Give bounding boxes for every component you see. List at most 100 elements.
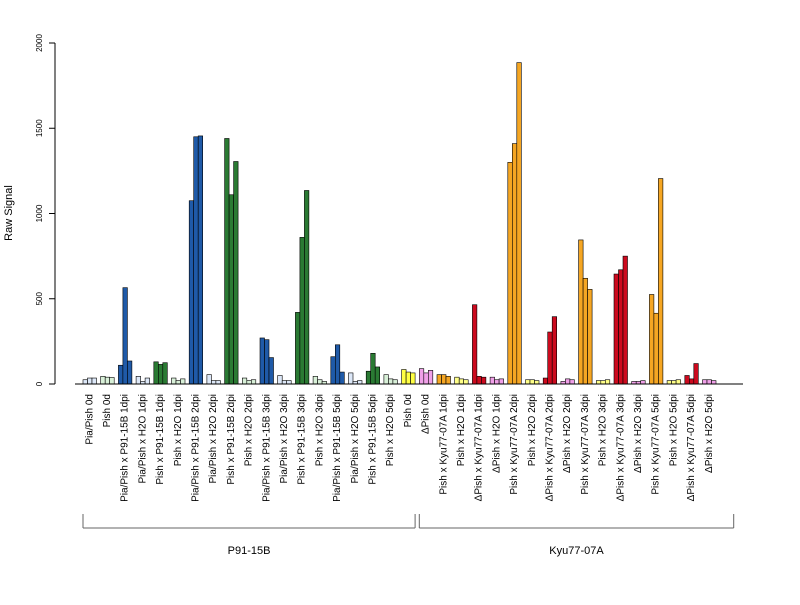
x-tick-label: Pish x H2O 3dpi bbox=[598, 394, 609, 466]
x-tick-label: Pish x P91-15B 3dpi bbox=[297, 394, 308, 485]
bar bbox=[702, 379, 708, 385]
bar bbox=[109, 377, 115, 385]
x-tick-label: Pish x H2O 1dpi bbox=[173, 394, 184, 466]
x-tick-label: ΔPish x Kyu77-07A 5dpi bbox=[686, 394, 697, 501]
bar bbox=[565, 378, 571, 385]
bar bbox=[118, 364, 124, 385]
bar bbox=[472, 304, 478, 385]
bar bbox=[392, 379, 398, 385]
bar bbox=[374, 366, 381, 385]
bar bbox=[511, 143, 518, 385]
x-tick-label: Pish 0d bbox=[403, 394, 414, 427]
x-tick-label: ΔPish x Kyu77-07A 3dpi bbox=[615, 394, 626, 501]
bar bbox=[162, 362, 168, 385]
bar bbox=[587, 289, 593, 385]
x-tick-label: Pia/Pish x P91-15B 5dpi bbox=[332, 394, 343, 502]
bar bbox=[193, 136, 199, 385]
bar bbox=[516, 62, 522, 385]
bar bbox=[507, 162, 513, 385]
bar bbox=[547, 331, 553, 385]
x-tick-label: Pia/Pish x H2O 5dpi bbox=[350, 394, 361, 484]
bar bbox=[653, 312, 659, 385]
x-tick-label: Pia/Pish x H2O 1dpi bbox=[137, 394, 148, 484]
bar bbox=[401, 369, 407, 385]
y-tick-label: 1500 bbox=[35, 119, 44, 137]
bar bbox=[348, 372, 354, 385]
bar bbox=[410, 372, 416, 385]
y-tick-label: 1000 bbox=[35, 204, 44, 222]
bar bbox=[498, 378, 504, 385]
bar bbox=[365, 370, 372, 385]
bar bbox=[242, 377, 248, 385]
bar bbox=[445, 376, 451, 385]
x-tick-label: Pia/Pish x P91-15B 3dpi bbox=[261, 394, 272, 502]
bar bbox=[127, 360, 133, 385]
x-tick-label: Pish 0d bbox=[102, 394, 113, 427]
bar bbox=[671, 380, 677, 385]
x-tick-label: Pia/Pish 0d bbox=[84, 394, 95, 445]
bar bbox=[91, 377, 97, 385]
bar bbox=[454, 376, 460, 385]
bar bbox=[684, 375, 690, 385]
bar bbox=[317, 379, 323, 385]
x-tick-label: Pia/Pish x P91-15B 1dpi bbox=[120, 394, 131, 502]
y-tick-label: 2000 bbox=[35, 34, 44, 52]
bar bbox=[542, 377, 549, 385]
x-tick-label: Pish x H2O 5dpi bbox=[668, 394, 679, 466]
bar bbox=[711, 380, 717, 385]
y-axis-label: Raw Signal bbox=[3, 185, 15, 241]
x-tick-label: Pia/Pish x H2O 3dpi bbox=[279, 394, 290, 484]
bar bbox=[494, 379, 500, 385]
bar bbox=[383, 374, 389, 385]
x-tick-label: Pish x P91-15B 2dpi bbox=[226, 394, 237, 485]
bar bbox=[622, 255, 628, 385]
y-tick-label: 0 bbox=[35, 381, 44, 386]
x-tick-label: Pish x Kyu77-07A 2dpi bbox=[509, 394, 520, 495]
group-brackets: P91-15B Kyu77-07A bbox=[82, 514, 735, 557]
bar bbox=[618, 269, 624, 385]
bar bbox=[525, 379, 531, 385]
bar bbox=[197, 135, 203, 385]
bar bbox=[277, 375, 283, 385]
x-tick-label: ΔPish x H2O 5dpi bbox=[704, 394, 715, 473]
bar bbox=[233, 161, 239, 385]
bar bbox=[529, 379, 535, 385]
x-tick-label: ΔPish x Kyu77-07A 1dpi bbox=[474, 394, 485, 501]
x-tick-label: Pish x H2O 3dpi bbox=[314, 394, 325, 466]
bar bbox=[370, 353, 376, 385]
x-tick-label: ΔPish 0d bbox=[421, 394, 432, 434]
bar bbox=[206, 374, 212, 385]
bar bbox=[188, 200, 194, 385]
bar bbox=[688, 378, 695, 385]
bar bbox=[436, 374, 442, 385]
bar bbox=[312, 376, 318, 385]
bar bbox=[595, 380, 602, 385]
bar bbox=[427, 370, 434, 385]
x-tick-label: ΔPish x H2O 2dpi bbox=[562, 394, 573, 473]
x-tick-label: Pish x H2O 2dpi bbox=[244, 394, 255, 466]
x-tick-label: Pish x H2O 2dpi bbox=[527, 394, 538, 466]
bar bbox=[418, 368, 425, 385]
x-tick-label: Pish x H2O 5dpi bbox=[385, 394, 396, 466]
bar bbox=[405, 371, 411, 385]
bar bbox=[304, 190, 310, 385]
bar bbox=[215, 380, 221, 385]
x-tick-label: ΔPish x H2O 1dpi bbox=[491, 394, 502, 473]
bar bbox=[135, 376, 141, 385]
bar bbox=[87, 377, 93, 385]
bar bbox=[286, 380, 292, 385]
bar bbox=[476, 376, 482, 385]
bar bbox=[330, 356, 336, 385]
bar bbox=[228, 194, 234, 385]
bar bbox=[551, 316, 558, 385]
bar bbox=[604, 379, 611, 385]
bar bbox=[441, 374, 447, 385]
bar bbox=[122, 287, 128, 385]
bar bbox=[100, 376, 106, 385]
bar bbox=[706, 379, 712, 385]
bar bbox=[264, 339, 270, 385]
bar bbox=[658, 178, 664, 385]
group-label: Kyu77-07A bbox=[549, 545, 604, 557]
bar bbox=[569, 379, 575, 385]
